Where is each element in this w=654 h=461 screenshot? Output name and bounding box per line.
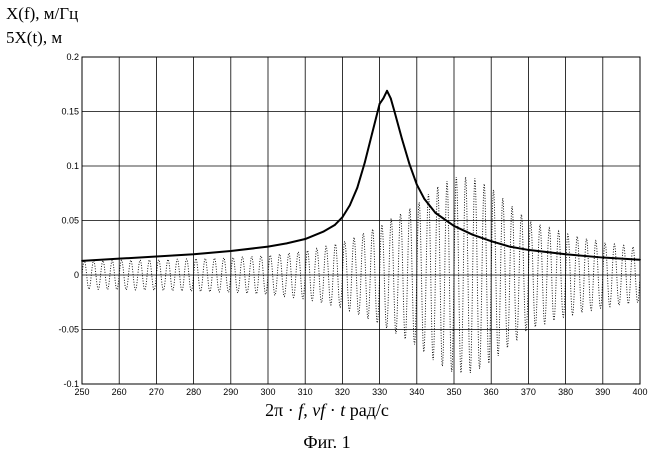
spectrum-data-point [349,204,351,206]
y-tick-label: -0.1 [63,379,79,389]
x-tick-label: 360 [484,387,499,397]
x-tick-label: 400 [632,387,647,397]
spectrum-data-point [356,187,358,189]
series-solid-spectrum [82,91,640,261]
spectrum-data-point [230,250,232,252]
spectrum-data-point [371,132,373,134]
spectrum-data-point [453,225,455,227]
series-layer [81,90,641,373]
spectrum-data-point [286,242,288,244]
spectrum-data-point [472,234,474,236]
spectrum-data-point [342,216,344,218]
spectrum-data-point [334,224,336,226]
spectrum-data-point [528,249,530,251]
x-tick-label: 350 [446,387,461,397]
x-axis-label: 2π · f, vf · t рад/с [0,400,654,421]
spectrum-data-point [394,111,396,113]
spectrum-data-point [193,253,195,255]
x-tick-label: 320 [335,387,350,397]
x-tick-label: 270 [149,387,164,397]
x-axis-label-separator: , [303,400,312,420]
x-tick-label: 300 [260,387,275,397]
spectrum-data-point [423,198,425,200]
spectrum-data-point [435,212,437,214]
spectrum-data-point [156,256,158,258]
y-tick-label: 0.2 [66,52,79,62]
y-tick-label: -0.05 [58,325,79,335]
x-tick-label: 380 [558,387,573,397]
spectrum-data-point [408,163,410,165]
y-tick-label: 0.15 [61,107,79,117]
x-tick-label: 330 [372,387,387,397]
figure-caption: Фиг. 1 [0,432,654,453]
x-tick-label: 390 [595,387,610,397]
x-tick-label: 340 [409,387,424,397]
spectrum-data-point [323,231,325,233]
tick-labels: 2502602702802903003103203303403503603703… [58,52,647,397]
spectrum-data-point [390,98,392,100]
x-tick-label: 290 [223,387,238,397]
spectrum-data-point [602,257,604,259]
x-axis-label-vf: vf [312,400,325,420]
y-tick-label: 0.05 [61,216,79,226]
y-tick-label: 0.1 [66,161,79,171]
x-tick-label: 280 [186,387,201,397]
y-tick-label: 0 [74,270,79,280]
x-axis-label-dot: · [325,400,340,420]
spectrum-data-point [416,184,418,186]
spectrum-data-point [379,103,381,105]
x-tick-label: 310 [298,387,313,397]
x-axis-label-unit: рад/с [345,400,389,420]
spectrum-data-point [118,258,120,260]
x-tick-label: 260 [112,387,127,397]
spectrum-data-point [565,253,567,255]
x-axis-label-prefix: 2π · [265,400,298,420]
spectrum-data-point [509,246,511,248]
spectrum-data-point [364,162,366,164]
spectrum-data-point [401,138,403,140]
grid [82,57,640,384]
spectrum-data-point [267,246,269,248]
spectrum-data-point [386,90,388,92]
spectrum-data-point [382,98,384,100]
spectrum-data-point [304,238,306,240]
x-tick-label: 370 [521,387,536,397]
spectrum-data-point [490,240,492,242]
